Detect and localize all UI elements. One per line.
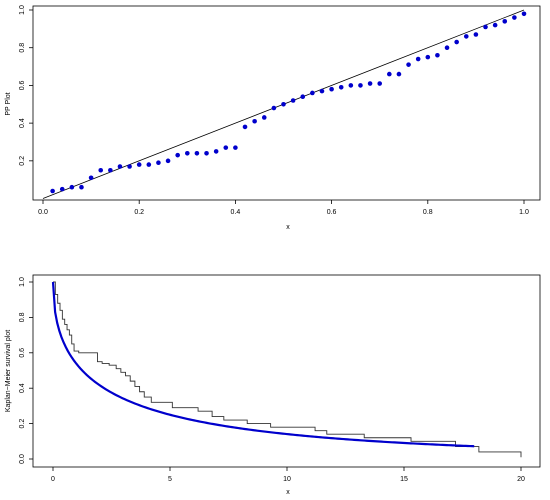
pp-y-tick-label: 0.2: [19, 156, 26, 166]
pp-point: [425, 54, 431, 60]
pp-point: [473, 32, 479, 37]
pp-point: [319, 88, 325, 94]
pp-plot-x-label: x: [286, 224, 290, 231]
km-y-tick-label: 1.0: [19, 277, 26, 287]
pp-x-tick-label: 1.0: [519, 209, 529, 216]
pp-point: [329, 86, 334, 92]
pp-point: [521, 11, 527, 17]
pp-point: [127, 164, 132, 169]
pp-point: [165, 158, 171, 164]
km-plot-frame: [32, 274, 541, 468]
pp-point: [281, 101, 286, 107]
pp-point: [175, 152, 180, 158]
pp-point: [454, 39, 459, 45]
pp-point: [117, 164, 123, 169]
pp-point: [108, 167, 113, 173]
pp-point: [290, 98, 296, 103]
pp-point: [98, 167, 104, 173]
km-plot-y-axis: 0.0 0.2 0.4 0.6 0.8 1.0: [19, 277, 33, 464]
pp-point: [310, 90, 315, 96]
pp-point: [50, 188, 55, 194]
pp-point: [223, 145, 229, 150]
pp-x-tick-label: 0.2: [134, 209, 144, 216]
pp-point: [444, 45, 450, 51]
pp-y-tick-label: 1.0: [19, 5, 26, 15]
pp-point: [387, 71, 392, 77]
km-x-tick-label: 0: [51, 476, 55, 483]
pp-point: [242, 124, 248, 130]
pp-point: [396, 71, 402, 77]
pp-point: [463, 34, 469, 39]
pp-point: [59, 186, 65, 192]
pp-point: [185, 150, 190, 156]
km-y-tick-label: 0.6: [19, 348, 26, 358]
pp-point: [512, 15, 517, 20]
pp-point: [271, 105, 277, 111]
pp-x-tick-label: 0.8: [423, 209, 433, 216]
km-plot-x-axis: 0 5 10 15 20: [51, 467, 525, 483]
pp-y-tick-label: 0.8: [19, 43, 26, 53]
pp-point: [435, 52, 440, 58]
km-x-tick-label: 10: [283, 476, 291, 483]
pp-y-tick-label: 0.6: [19, 80, 26, 90]
pp-plot-panel: 0.0 0.2 0.4 0.6 0.8 1.0 0.2 0.4 0.6 0.8 1.0 x PP …: [5, 5, 541, 231]
pp-point: [69, 184, 75, 190]
pp-point: [492, 22, 498, 28]
pp-point: [252, 118, 257, 124]
pp-point: [156, 160, 161, 166]
pp-point: [213, 149, 219, 154]
pp-plot-x-axis: 0.0 0.2 0.4 0.6 0.8 1.0: [38, 200, 529, 216]
pp-x-tick-label: 0.6: [327, 209, 337, 216]
km-x-tick-label: 15: [400, 476, 408, 483]
km-x-tick-label: 5: [168, 476, 172, 483]
pp-point: [261, 115, 267, 120]
pp-y-tick-label: 0.4: [19, 118, 26, 128]
pp-point: [79, 184, 84, 190]
pp-point: [483, 24, 488, 30]
pp-point: [377, 81, 383, 86]
km-plot-x-label: x: [286, 489, 290, 496]
pp-point: [358, 83, 363, 88]
pp-point: [204, 150, 209, 156]
pp-point: [348, 83, 354, 88]
pp-points: [50, 11, 527, 194]
pp-point: [88, 175, 94, 181]
km-y-tick-label: 0.0: [19, 454, 26, 464]
pp-point: [233, 145, 238, 150]
km-plot-panel: 0 5 10 15 20 0.0 0.2 0.4 0.6 0.8 1.0 x Kaplan−Mei…: [5, 274, 541, 496]
km-fitted-curve: [51, 281, 475, 448]
pp-x-tick-label: 0.4: [231, 209, 241, 216]
pp-point: [146, 162, 152, 167]
km-plot-y-label: Kaplan−Meier survival plot: [5, 330, 12, 412]
pp-point: [367, 81, 373, 86]
km-y-tick-label: 0.4: [19, 383, 26, 393]
pp-plot-y-label: PP Plot: [5, 92, 12, 115]
km-x-tick-label: 20: [517, 476, 525, 483]
pp-point: [136, 162, 142, 167]
km-y-tick-label: 0.8: [19, 312, 26, 322]
pp-point: [415, 56, 421, 62]
pp-plot-y-axis: 0.2 0.4 0.6 0.8 1.0: [19, 5, 33, 166]
pp-plot-frame: [32, 5, 541, 201]
pp-point: [338, 85, 344, 90]
pp-point: [194, 150, 200, 156]
pp-point: [502, 19, 508, 24]
km-step-curve: [53, 281, 522, 458]
pp-point: [406, 62, 411, 67]
pp-x-tick-label: 0.0: [38, 209, 48, 216]
km-y-tick-label: 0.2: [19, 419, 26, 429]
pp-point: [300, 94, 306, 100]
